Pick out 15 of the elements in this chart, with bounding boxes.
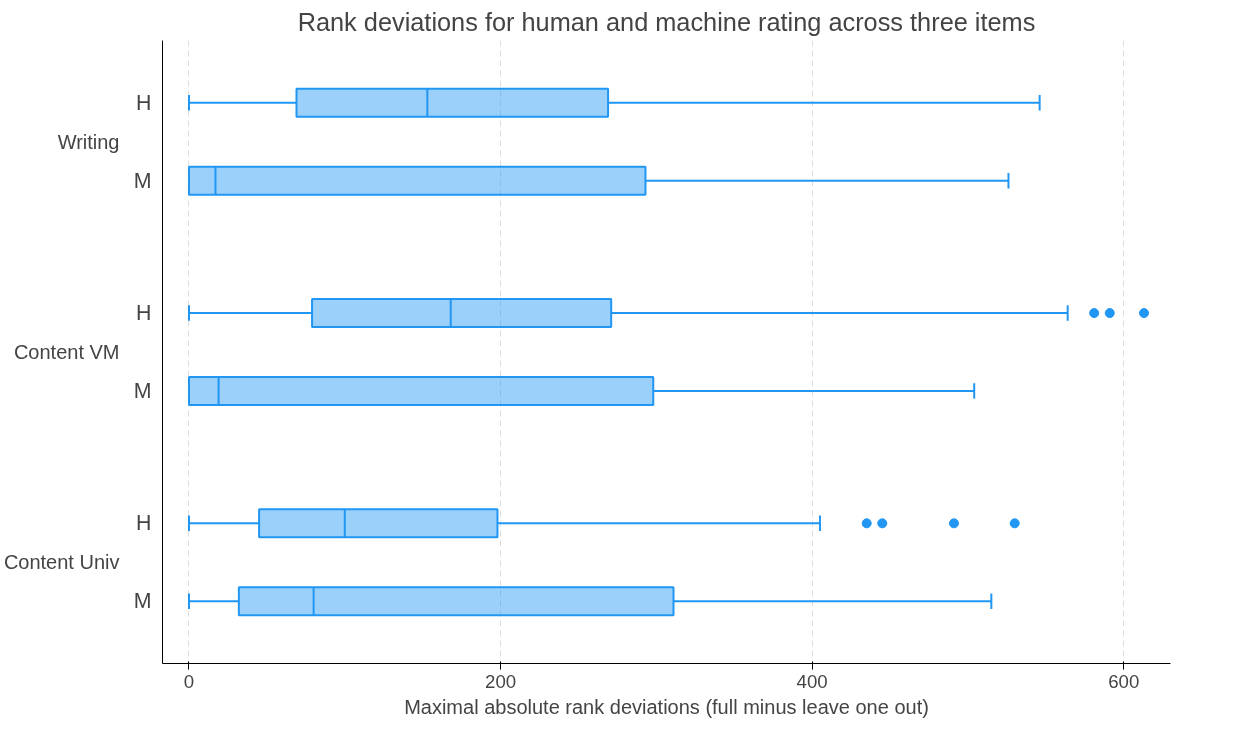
y-tick-label: H bbox=[136, 511, 152, 536]
x-tick-label: 200 bbox=[485, 670, 517, 692]
y-tick-label: M bbox=[133, 589, 152, 614]
y-tick-label: M bbox=[133, 378, 152, 403]
text: Content Univ bbox=[3, 551, 120, 574]
x-axis-title: Maximal absolute rank deviations (full minus leave one out) bbox=[404, 695, 929, 718]
text: Writing bbox=[57, 130, 120, 153]
chart-title: Rank deviations for human and machine rating across three items bbox=[297, 7, 1036, 36]
text: Content VM bbox=[13, 341, 120, 363]
y-tick-label: H bbox=[136, 301, 152, 326]
x-tick-label: 400 bbox=[796, 670, 828, 692]
x-tick-label: 0 bbox=[183, 670, 195, 692]
y-tick-label: H bbox=[136, 90, 152, 115]
y-tick-label: M bbox=[133, 168, 152, 193]
x-tick-label: 600 bbox=[1108, 670, 1140, 692]
